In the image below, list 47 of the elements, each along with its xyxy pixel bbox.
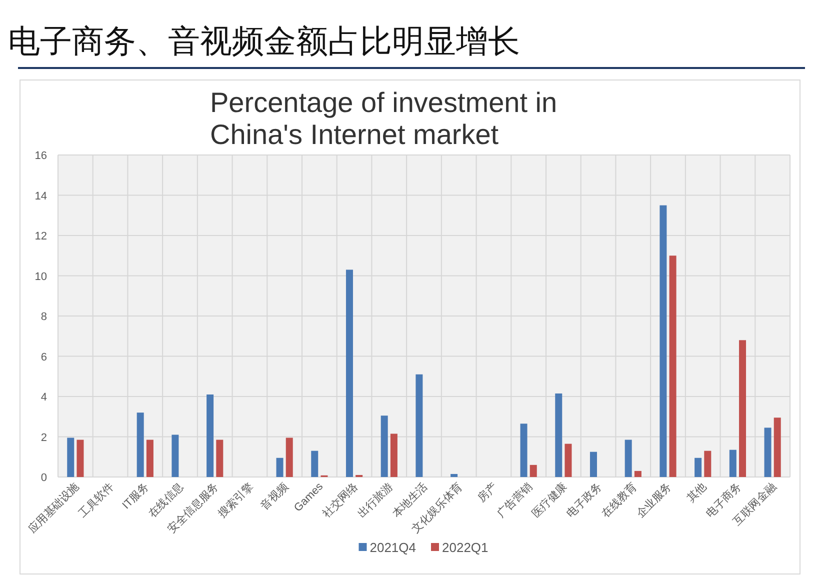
bar — [276, 458, 284, 477]
x-tick-label: 搜索引擎 — [216, 480, 256, 520]
y-tick-label: 0 — [40, 472, 47, 484]
bar — [380, 416, 388, 477]
x-tick-label: 房产 — [475, 480, 500, 505]
bar — [739, 340, 746, 477]
bar — [669, 256, 676, 477]
x-tick-label: 其他 — [684, 480, 709, 505]
bar — [660, 205, 667, 477]
bar — [450, 474, 458, 477]
bar — [634, 470, 642, 477]
bar — [694, 458, 702, 477]
y-tick-label: 12 — [34, 230, 47, 242]
y-tick-label: 14 — [34, 190, 47, 202]
legend-label: 2022Q1 — [442, 540, 488, 555]
bar — [774, 418, 781, 477]
bar — [216, 440, 224, 477]
subtitle: Percentage of investment in China's Internet market — [210, 87, 558, 150]
bar — [390, 434, 398, 477]
y-tick-label: 6 — [40, 351, 47, 364]
bar — [764, 428, 772, 477]
bar — [590, 452, 597, 477]
bar — [67, 438, 74, 477]
bar — [555, 393, 562, 477]
y-tick-label: 8 — [40, 311, 47, 323]
y-tick-label: 2 — [40, 432, 47, 444]
bar — [346, 270, 353, 477]
bar — [286, 438, 293, 477]
bar — [530, 464, 537, 477]
bar — [520, 424, 528, 477]
bar — [704, 450, 712, 477]
bar — [76, 440, 84, 477]
bar — [311, 450, 318, 477]
bar — [172, 434, 179, 477]
bar — [729, 450, 736, 477]
bar — [416, 374, 423, 477]
title: 电子商务、音视频金额占比明显增长 — [8, 23, 520, 59]
y-tick-label: 4 — [40, 392, 47, 404]
bar — [146, 440, 154, 477]
x-tick-label: 音视频 — [258, 480, 291, 512]
legend-label: 2021Q4 — [370, 540, 416, 555]
y-tick-label: 10 — [34, 270, 47, 283]
bar — [564, 444, 572, 477]
y-tick-label: 16 — [34, 150, 47, 162]
bar — [624, 440, 632, 477]
bar — [206, 394, 214, 477]
bar — [136, 412, 144, 477]
